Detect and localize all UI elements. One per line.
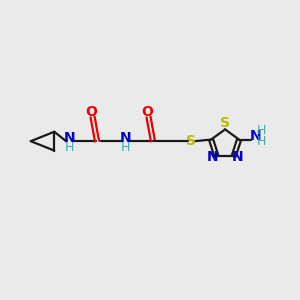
Text: O: O (85, 105, 97, 119)
Text: N: N (120, 131, 132, 145)
Text: N: N (207, 151, 219, 164)
Text: H: H (65, 141, 75, 154)
Text: O: O (141, 105, 153, 119)
Text: H: H (121, 141, 130, 154)
Text: N: N (232, 151, 243, 164)
Text: N: N (64, 131, 76, 145)
Text: H: H (257, 135, 266, 148)
Text: N: N (250, 129, 262, 143)
Text: S: S (186, 134, 196, 148)
Text: S: S (220, 116, 230, 130)
Text: H: H (257, 124, 266, 137)
